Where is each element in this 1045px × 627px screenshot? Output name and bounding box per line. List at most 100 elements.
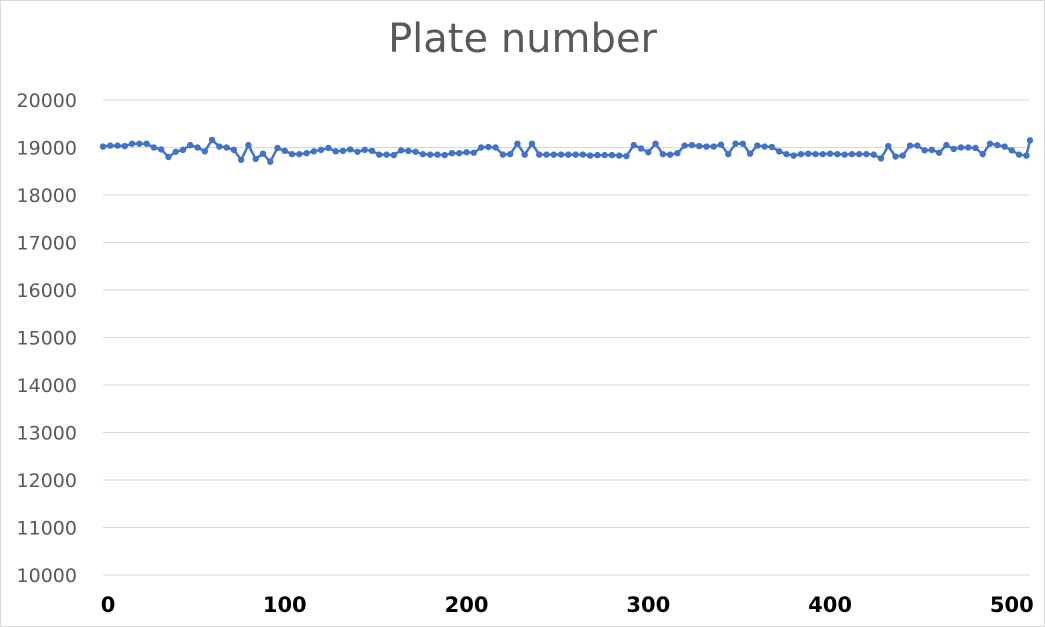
data-point <box>695 142 703 150</box>
data-point <box>761 143 768 150</box>
data-point <box>1026 137 1034 144</box>
data-point <box>579 151 587 158</box>
y-tick-label: 16000 <box>17 280 77 302</box>
data-point <box>841 151 848 158</box>
data-point <box>848 150 856 158</box>
data-point <box>739 140 747 147</box>
data-point <box>630 141 637 149</box>
data-point <box>230 146 238 154</box>
data-point <box>986 140 994 147</box>
data-point <box>368 147 376 155</box>
data-point <box>979 150 986 158</box>
data-point <box>834 150 841 158</box>
data-point <box>194 144 201 151</box>
data-point <box>281 147 288 155</box>
data-point <box>376 151 383 158</box>
data-point <box>637 145 645 152</box>
data-point <box>361 146 368 154</box>
data-point <box>892 153 899 160</box>
data-point <box>150 144 158 151</box>
data-point <box>536 151 543 158</box>
data-point <box>645 149 652 156</box>
y-tick-label: 13000 <box>17 423 77 445</box>
data-point <box>732 140 739 147</box>
data-point <box>528 140 536 147</box>
data-point <box>237 156 245 164</box>
data-point <box>179 146 187 154</box>
data-point <box>783 150 790 158</box>
data-point <box>485 143 492 151</box>
data-point <box>99 143 107 150</box>
data-point <box>543 151 550 158</box>
data-point <box>296 150 303 158</box>
data-point <box>877 155 885 162</box>
data-point <box>201 148 208 155</box>
data-point <box>950 145 957 153</box>
y-tick-label: 17000 <box>17 233 77 255</box>
data-point <box>157 146 165 153</box>
data-point <box>623 152 630 160</box>
data-point <box>390 151 398 159</box>
data-point <box>470 149 477 156</box>
data-point <box>383 151 390 158</box>
data-point <box>521 151 528 158</box>
y-tick-label: 20000 <box>17 90 77 112</box>
x-tick-label: 200 <box>445 593 489 617</box>
data-point <box>477 144 485 151</box>
data-point <box>972 144 979 152</box>
y-tick-label: 19000 <box>17 138 77 160</box>
data-point <box>274 144 281 152</box>
data-point <box>681 142 688 149</box>
data-point <box>601 151 608 159</box>
data-point <box>725 150 732 158</box>
data-point <box>710 143 717 150</box>
data-point <box>885 142 892 150</box>
data-point <box>666 151 674 158</box>
data-point <box>208 136 216 144</box>
data-point <box>812 150 819 158</box>
data-point <box>1001 143 1008 150</box>
data-point <box>128 140 136 147</box>
data-point <box>310 148 318 155</box>
data-point <box>572 151 579 158</box>
data-point <box>855 150 863 158</box>
data-point <box>928 146 936 154</box>
data-point <box>426 151 434 158</box>
x-tick-label: 100 <box>263 593 307 617</box>
data-point <box>223 144 230 151</box>
data-point <box>165 153 172 161</box>
data-point <box>288 150 296 158</box>
data-point <box>245 141 252 149</box>
data-point <box>775 148 783 155</box>
data-point <box>863 150 870 158</box>
data-point <box>317 146 325 154</box>
data-point <box>259 150 267 157</box>
data-point <box>994 141 1001 149</box>
data-point <box>616 152 623 159</box>
data-point <box>332 148 339 155</box>
data-point <box>746 150 754 157</box>
data-point <box>448 150 456 157</box>
data-point <box>921 147 928 154</box>
data-point <box>557 151 565 158</box>
data-point <box>565 151 572 158</box>
data-point <box>397 147 405 154</box>
data-point <box>441 151 448 159</box>
x-tick-label: 500 <box>990 593 1034 617</box>
x-tick-label: 300 <box>626 593 670 617</box>
data-point <box>252 155 259 163</box>
data-point <box>354 148 361 155</box>
y-tick-label: 12000 <box>17 470 77 492</box>
series-plate-number <box>99 136 1034 165</box>
chart-title: Plate number <box>388 16 657 62</box>
data-point <box>499 151 507 158</box>
data-point <box>303 150 310 157</box>
data-point <box>107 142 114 149</box>
data-point <box>267 158 274 165</box>
data-point <box>187 141 194 149</box>
x-axis-ticks: 0 100 200 300 400 500 <box>101 593 1034 617</box>
y-tick-label: 10000 <box>17 565 77 587</box>
data-point <box>652 140 659 147</box>
data-point <box>608 151 616 159</box>
